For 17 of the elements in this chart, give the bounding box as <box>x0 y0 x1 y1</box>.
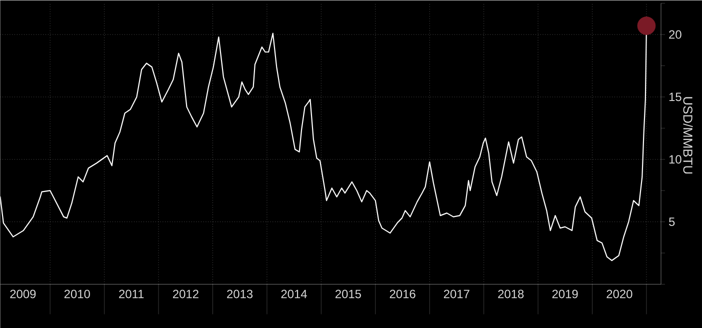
x-tick-label: 2015 <box>336 290 361 298</box>
y-tick-label: 15 <box>669 92 682 102</box>
x-tick-label: 2009 <box>10 290 36 298</box>
x-tick-label: 2012 <box>173 290 198 298</box>
y-tick-label: 20 <box>669 30 682 39</box>
x-tick-label: 2013 <box>227 290 253 298</box>
x-tick-label: 2018 <box>498 290 524 298</box>
x-tick-label: 2011 <box>119 290 144 298</box>
x-tick-label: 2014 <box>281 290 307 298</box>
x-tick-label: 2016 <box>390 290 416 298</box>
y-tick-label: 5 <box>668 218 675 226</box>
y-tick-label: 10 <box>669 155 682 164</box>
y-axis-title: USD/MMBTU <box>683 97 693 174</box>
x-tick-label: 2019 <box>552 290 578 298</box>
x-tick-label: 2017 <box>444 290 470 298</box>
x-tick-label: 2010 <box>64 290 90 298</box>
x-tick-label: 2020 <box>606 290 632 298</box>
